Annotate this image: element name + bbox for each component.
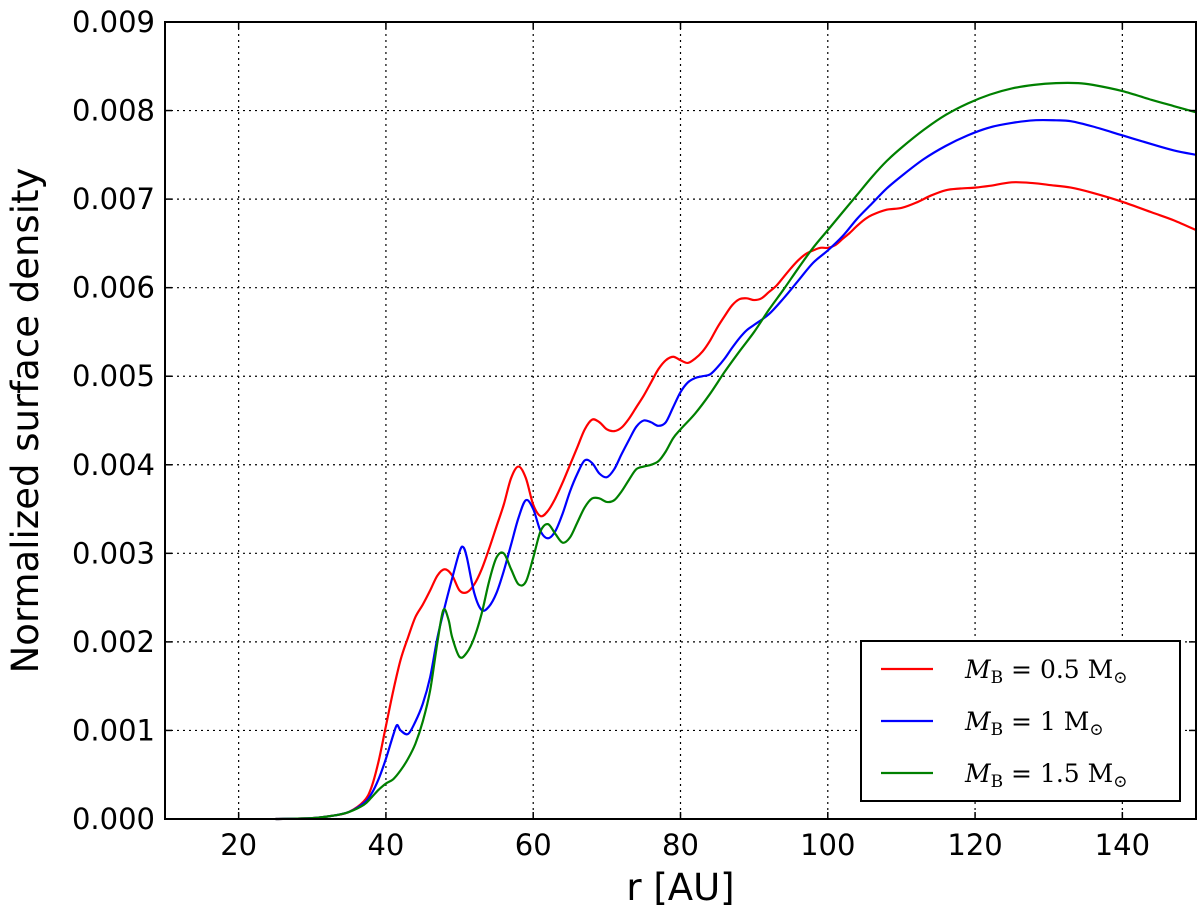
y-tick-label: 0.006 — [72, 271, 155, 305]
x-tick-label: 40 — [367, 828, 404, 862]
legend: MB = 0.5 M⊙ MB = 1 M⊙ MB = 1.5 M⊙ — [860, 640, 1181, 802]
x-tick-label: 80 — [662, 828, 699, 862]
legend-entry-3: MB = 1.5 M⊙ — [964, 759, 1128, 792]
x-axis-label: r [AU] — [626, 866, 734, 909]
series-line-1 — [275, 181, 1197, 821]
axis-ticks: 20 40 60 80 100 120 140 0.000 0.001 0.002 0.003 0.0… — [72, 5, 1196, 862]
x-tick-label: 120 — [947, 828, 1002, 862]
x-tick-label: 100 — [800, 828, 855, 862]
legend-entry-1: MB = 0.5 M⊙ — [964, 655, 1128, 688]
x-tick-label: 60 — [515, 828, 552, 862]
y-axis-label: Normalized surface density — [4, 168, 47, 674]
series-line-3 — [275, 81, 1197, 821]
x-tick-label: 140 — [1095, 828, 1150, 862]
x-tick-label: 20 — [220, 828, 257, 862]
series-line-2 — [275, 118, 1197, 821]
y-tick-label: 0.004 — [72, 448, 155, 482]
y-tick-label: 0.002 — [72, 625, 155, 659]
y-tick-label: 0.008 — [72, 94, 155, 128]
legend-entry-2: MB = 1 M⊙ — [964, 707, 1104, 740]
y-tick-label: 0.005 — [72, 359, 155, 393]
y-tick-label: 0.003 — [72, 536, 155, 570]
y-tick-label: 0.009 — [72, 5, 155, 39]
y-tick-label: 0.007 — [72, 182, 155, 216]
y-tick-label: 0.000 — [72, 802, 155, 836]
series-lines — [275, 81, 1197, 821]
y-tick-label: 0.001 — [72, 713, 155, 747]
